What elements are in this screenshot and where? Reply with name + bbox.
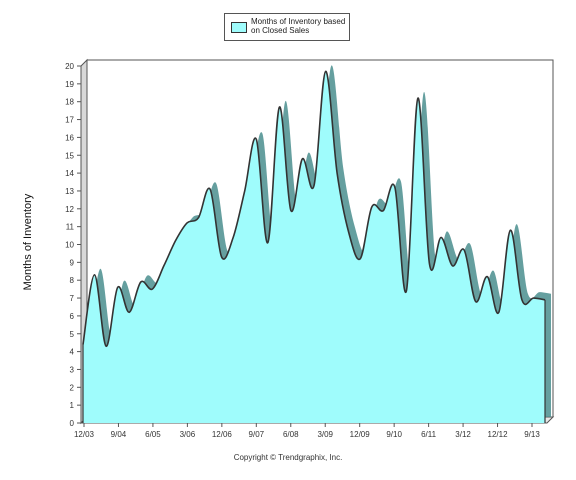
x-tick-label: 12/03	[74, 430, 95, 439]
y-tick-label: 9	[70, 258, 75, 267]
y-tick-label: 13	[65, 187, 74, 196]
y-tick-label: 19	[65, 80, 74, 89]
x-tick-label: 12/09	[350, 430, 371, 439]
y-tick-label: 3	[70, 365, 75, 374]
y-tick-label: 11	[66, 223, 75, 232]
x-tick-label: 6/11	[421, 430, 437, 439]
x-axis-ticks: 12/03 9/04 6/05 3/06 12/06 9/07 6/08 3/09 12/09 9…	[74, 423, 540, 439]
y-tick-label: 5	[70, 330, 75, 339]
x-tick-label: 6/08	[283, 430, 299, 439]
x-tick-label: 3/12	[455, 430, 471, 439]
copyright-text: Copyright © Trendgraphix, Inc.	[233, 453, 343, 462]
y-tick-label: 1	[70, 401, 75, 410]
x-tick-label: 9/10	[386, 430, 402, 439]
x-tick-label: 6/05	[145, 430, 161, 439]
y-tick-label: 7	[70, 294, 75, 303]
x-tick-label: 12/12	[488, 430, 509, 439]
y-tick-label: 10	[65, 241, 74, 250]
x-tick-label: 9/04	[111, 430, 127, 439]
legend: Months of Inventory based on Closed Sale…	[224, 13, 350, 41]
y-tick-label: 12	[65, 205, 74, 214]
legend-swatch	[231, 22, 247, 33]
y-tick-label: 2	[70, 383, 75, 392]
x-tick-label: 9/13	[524, 430, 540, 439]
series-line	[82, 70, 546, 348]
y-tick-label: 18	[65, 98, 74, 107]
y-tick-label: 17	[65, 116, 74, 125]
y-tick-label: 0	[70, 419, 75, 428]
y-tick-label: 8	[70, 276, 75, 285]
y-tick-label: 16	[65, 133, 74, 142]
x-tick-label: 12/06	[212, 430, 233, 439]
x-tick-label: 3/09	[317, 430, 333, 439]
y-tick-label: 20	[65, 62, 74, 71]
series-area	[82, 65, 551, 423]
y-axis-label: Months of Inventory	[22, 193, 34, 291]
area-fill	[83, 71, 545, 423]
y-tick-label: 4	[70, 348, 75, 357]
y-tick-label: 6	[70, 312, 75, 321]
legend-label: Months of Inventory based on Closed Sale…	[251, 17, 346, 35]
y-tick-label: 15	[65, 151, 74, 160]
x-tick-label: 9/07	[249, 430, 265, 439]
y-tick-label: 14	[65, 169, 74, 178]
x-tick-label: 3/06	[180, 430, 196, 439]
